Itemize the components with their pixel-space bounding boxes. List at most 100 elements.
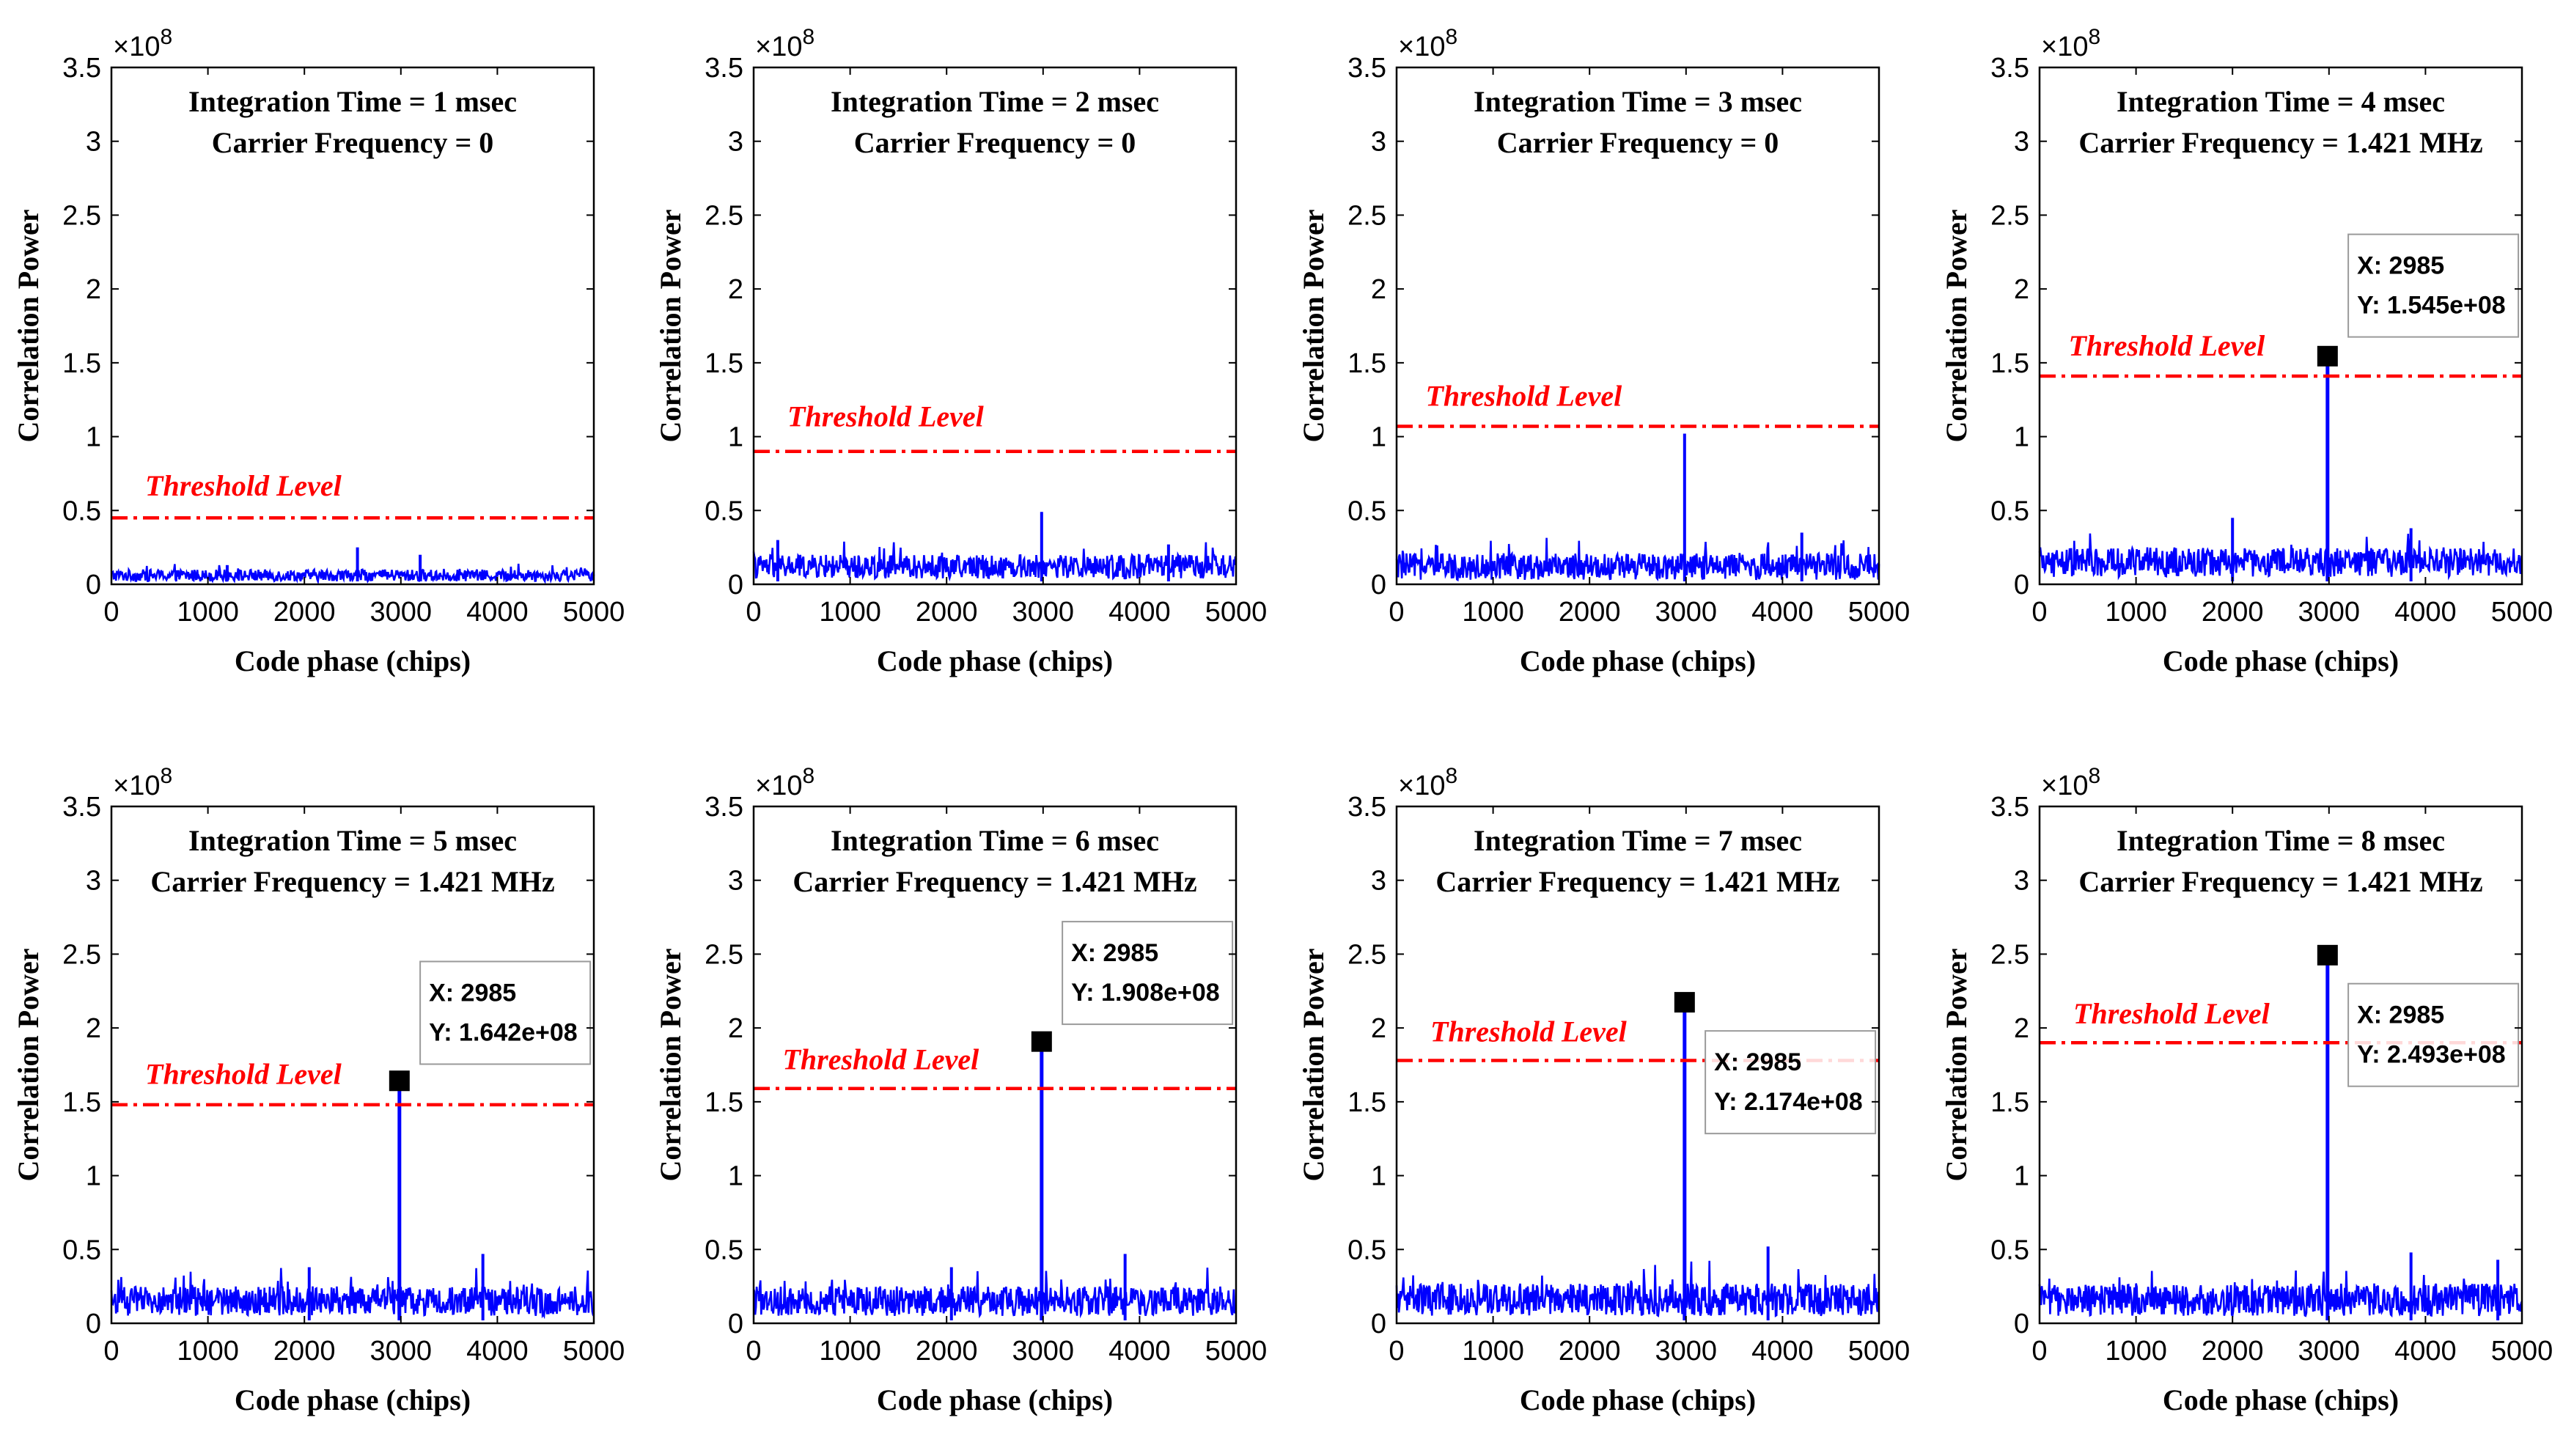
x-tick-label: 4000 [1108,1336,1171,1367]
datatip-marker[interactable] [1031,1031,1052,1052]
threshold-label: Threshold Level [145,469,342,502]
y-tick-label: 2 [2014,274,2029,305]
noise-series [1395,1260,1880,1318]
y-tick-label: 3.5 [1347,792,1386,823]
y-tick-label: 1.5 [1347,1087,1386,1118]
exponent-label: ×108 [1398,764,1457,801]
y-tick-label: 3 [86,127,101,158]
x-tick-label: 4000 [2394,597,2457,628]
x-tick-label: 0 [1389,597,1404,628]
y-tick-label: 0.5 [1990,1235,2029,1265]
y-tick-label: 1.5 [1990,348,2029,379]
datatip-y-value: Y: 2.174e+08 [1714,1088,1863,1116]
datatip[interactable]: X: 2985 Y: 2.174e+08 [1705,1030,1877,1135]
y-tick-label: 2.5 [1990,939,2029,970]
x-tick-label: 3000 [2298,1336,2361,1367]
x-tick-label: 1000 [819,1336,881,1367]
y-tick-label: 0.5 [705,1235,743,1265]
datatip-marker[interactable] [2317,944,2338,966]
x-axis-label: Code phase (chips) [235,644,471,677]
y-axis-label: Correlation Power [12,209,45,442]
datatip[interactable]: X: 2985 Y: 2.493e+08 [2347,982,2520,1087]
datatip-x-value: X: 2985 [1714,1048,1801,1076]
y-tick-label: 0 [1371,570,1386,600]
y-tick-label: 0.5 [1347,1235,1386,1265]
y-tick-label: 0 [1371,1309,1386,1339]
axes-box [1395,66,1880,586]
y-tick-label: 1 [86,1161,101,1192]
noise-series [111,563,595,585]
exponent-label: ×108 [113,25,172,62]
panel-title-line-2: Carrier Frequency = 1.421 MHz [150,865,554,898]
y-axis-label: Correlation Power [12,948,45,1181]
threshold-label: Threshold Level [1430,1015,1628,1048]
x-tick-label: 5000 [2491,597,2553,628]
x-tick-label: 1000 [177,1336,239,1367]
y-tick-label: 2 [86,274,101,305]
y-tick-label: 2 [1371,1013,1386,1044]
x-tick-label: 0 [103,1336,119,1367]
x-tick-label: 5000 [563,597,625,628]
datatip-marker[interactable] [1674,992,1695,1013]
noise-series [752,1268,1238,1319]
threshold-label: Threshold Level [2068,329,2265,362]
x-tick-label: 2000 [1559,597,1621,628]
panel-title-line-1: Integration Time = 2 msec [831,85,1159,118]
datatip-box [2347,233,2520,338]
y-tick-label: 3 [1371,127,1386,158]
y-tick-label: 2.5 [62,939,101,970]
x-tick-label: 2000 [916,597,978,628]
panel-title-line-2: Carrier Frequency = 0 [854,126,1136,159]
y-tick-label: 1.5 [1347,348,1386,379]
axes-box [1395,805,1880,1325]
x-tick-label: 5000 [1848,597,1911,628]
datatip-x-value: X: 2985 [2357,252,2444,280]
y-tick-label: 2 [728,274,743,305]
panel-title-line-1: Integration Time = 6 msec [831,824,1159,857]
plot-area [754,806,1236,1323]
datatip[interactable]: X: 2985 Y: 1.642e+08 [419,960,592,1065]
datatip-box [2347,982,2520,1087]
datatip-box [1062,921,1234,1026]
x-tick-label: 3000 [2298,597,2361,628]
y-axis-label: Correlation Power [1940,948,1973,1181]
x-tick-label: 0 [2031,1336,2047,1367]
threshold-label: Threshold Level [782,1043,979,1076]
datatip-y-value: Y: 1.545e+08 [2357,292,2506,320]
x-tick-label: 4000 [466,597,529,628]
threshold-label: Threshold Level [2073,997,2270,1030]
x-tick-label: 3000 [1012,1336,1075,1367]
datatip-marker[interactable] [389,1070,410,1092]
chart-panel-7: Threshold Level X: 2985 Y: 2.174e+08 Integr… [1297,764,1910,1416]
x-tick-label: 2000 [273,597,336,628]
plot-area [754,67,1236,584]
x-tick-label: 0 [746,1336,761,1367]
x-tick-label: 3000 [370,1336,433,1367]
x-tick-label: 3000 [370,597,433,628]
axes-box [2038,66,2523,586]
x-tick-label: 0 [103,597,119,628]
exponent-label: ×108 [755,25,815,62]
y-tick-label: 3.5 [1347,53,1386,84]
threshold-label: Threshold Level [1425,379,1622,412]
plot-area [111,67,594,584]
y-tick-label: 3.5 [1990,53,2029,84]
x-tick-label: 3000 [1655,1336,1718,1367]
datatip-marker[interactable] [2317,345,2338,367]
x-tick-label: 5000 [1848,1336,1911,1367]
datatip[interactable]: X: 2985 Y: 1.545e+08 [2347,233,2520,338]
y-tick-label: 3 [2014,127,2029,158]
x-tick-label: 1000 [1462,597,1524,628]
y-tick-label: 2.5 [705,200,743,231]
y-tick-label: 3 [86,866,101,897]
y-tick-label: 2 [2014,1013,2029,1044]
y-tick-label: 2.5 [62,200,101,231]
y-tick-label: 3 [728,866,743,897]
datatip-x-value: X: 2985 [429,979,516,1007]
datatip-y-value: Y: 1.908e+08 [1071,979,1220,1007]
x-axis-label: Code phase (chips) [2163,1383,2399,1416]
axes-box [752,66,1238,586]
datatip[interactable]: X: 2985 Y: 1.908e+08 [1062,921,1234,1026]
noise-series [110,1268,595,1320]
